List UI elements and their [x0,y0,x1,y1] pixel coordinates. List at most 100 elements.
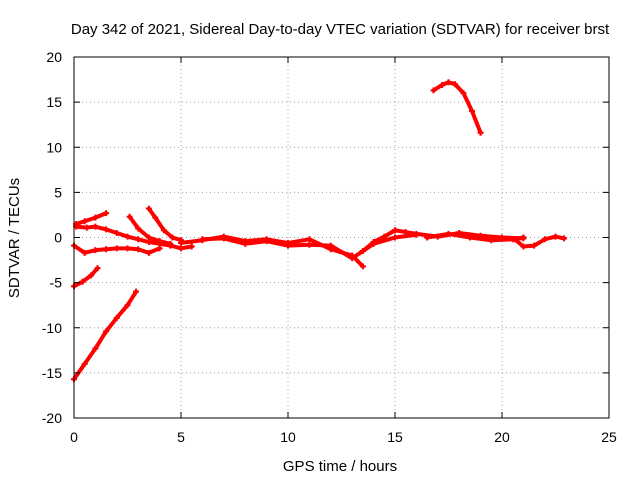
data-point [327,242,334,249]
data-point [103,246,110,253]
data-point [466,234,473,241]
data-point [88,272,95,279]
data-point [511,236,518,243]
data-point [113,314,120,321]
data-point [488,237,495,244]
data-point [81,360,88,367]
data-point [520,243,527,250]
series-line [431,80,483,135]
data-point [306,236,313,243]
data-point [402,229,409,236]
data-series-arc-12 [511,233,568,250]
data-point [541,236,548,243]
data-point [424,234,431,241]
data-point [113,229,120,236]
x-tick-label: 25 [601,429,617,445]
data-point [81,218,88,225]
data-point [359,263,366,270]
data-point [94,265,101,272]
data-point [220,235,227,242]
data-series-arc-13 [430,79,484,136]
data-point [392,227,398,234]
data-point [145,205,152,212]
y-tick-label: -10 [42,320,62,336]
data-point [81,249,88,256]
data-point [167,240,174,247]
data-point [381,233,388,240]
y-tick-label: -15 [42,365,62,381]
data-point [79,278,86,285]
y-tick-label: 10 [46,139,62,155]
y-tick-label: 20 [46,49,62,65]
data-point [103,328,110,335]
data-point [156,238,163,245]
data-point [124,302,131,309]
x-tick-label: 15 [387,429,403,445]
series-line [146,206,183,243]
data-point [113,245,120,252]
x-axis-label: GPS time / hours [283,458,397,475]
data-point [188,243,195,250]
chart-title: Day 342 of 2021, Sidereal Day-to-day VTE… [71,21,610,38]
data-point [124,245,131,252]
y-tick-label: -20 [42,410,62,426]
data-point [370,239,377,246]
data-point [169,234,176,241]
data-point [445,79,452,86]
data-point [145,234,152,241]
data-point [126,213,133,220]
axis-ticks: 0 5 10 15 20 25 -20 -15 -10 -5 0 5 10 15 20 [42,49,617,445]
data-point [445,230,452,237]
data-point [92,214,99,221]
data-point [135,246,142,253]
x-tick-label: 10 [280,429,296,445]
y-tick-label: -5 [50,275,63,291]
data-point [285,242,291,249]
data-point [133,288,140,295]
data-point [561,235,568,242]
data-point [520,234,527,241]
data-point [349,255,356,262]
data-point [451,81,458,88]
y-axis-label: SDTVAR / TECUs [6,178,23,298]
data-point [135,225,142,232]
data-series-arc-3 [71,242,163,256]
x-tick-label: 5 [177,429,185,445]
data-point [306,241,313,248]
data-point [178,239,184,246]
data-series-arc-4 [73,210,110,227]
data-point [469,108,476,115]
data-point [135,236,142,243]
data-point [83,224,90,231]
data-point [477,129,484,136]
data-series-arc-1 [71,288,140,383]
data-series-arc-2 [71,265,101,290]
data-point [439,81,446,88]
y-tick-label: 15 [46,94,62,110]
data-point [92,345,99,352]
data-point [92,223,99,230]
data-point [199,236,206,243]
data-point [103,210,110,217]
data-point [242,240,249,247]
data-point [160,227,167,234]
series-line [72,266,100,289]
data-point [103,226,110,233]
data-series-arc-10 [359,227,527,255]
data-point [531,242,538,249]
data-point [359,248,366,255]
data-series [71,79,568,383]
series-line [74,211,109,226]
data-point [552,233,559,240]
data-point [178,245,184,252]
data-point [392,234,398,241]
data-point [152,214,159,221]
data-point [413,230,420,237]
x-tick-label: 20 [494,429,510,445]
y-tick-label: 5 [54,184,62,200]
data-point [124,233,131,240]
data-point [92,247,99,254]
data-point [430,87,437,94]
x-tick-label: 0 [70,429,78,445]
